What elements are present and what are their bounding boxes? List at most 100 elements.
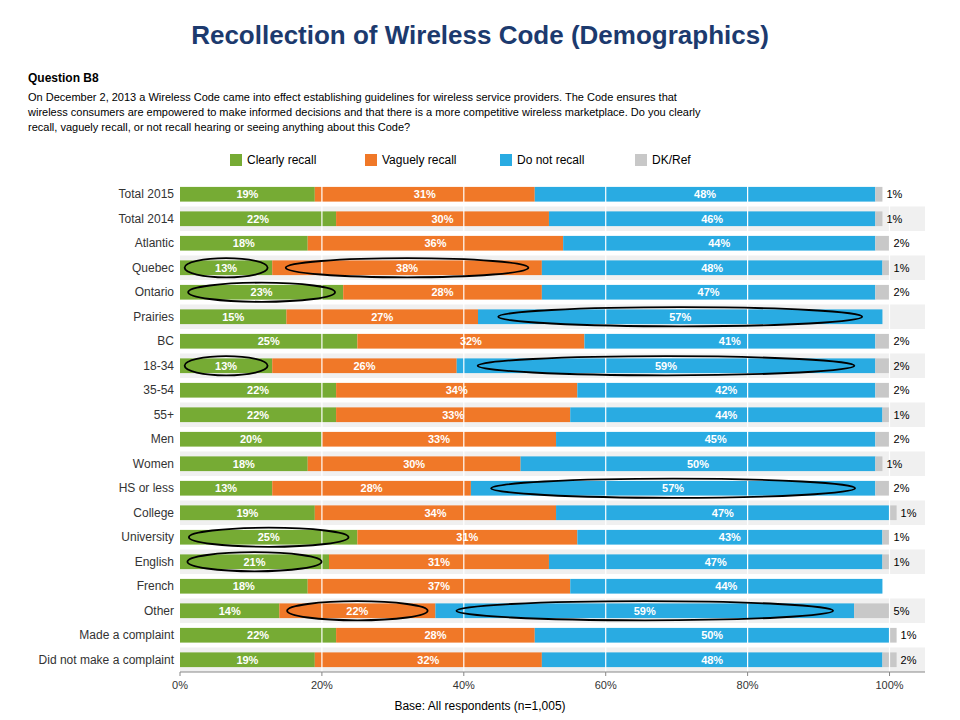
highlight-ellipse	[187, 552, 321, 571]
x-tick	[605, 672, 606, 676]
data-label: 47%	[698, 286, 720, 298]
highlight-ellipse	[189, 528, 349, 547]
data-label: 30%	[403, 458, 425, 470]
data-label: 28%	[432, 286, 454, 298]
data-label: 37%	[428, 580, 450, 592]
data-label: 1%	[886, 458, 902, 470]
legend-label: DK/Ref	[652, 153, 691, 167]
data-label: 33%	[428, 433, 450, 445]
bar-segment	[542, 652, 883, 667]
category-label: French	[137, 579, 174, 593]
highlight-ellipse	[287, 601, 427, 620]
data-label: 2%	[894, 237, 910, 249]
highlight-ellipse	[185, 258, 268, 277]
bar-segment	[180, 309, 286, 324]
bar-segment	[875, 383, 889, 398]
y-axis: Total 2015Total 2014AtlanticQuebecOntari…	[39, 187, 175, 667]
data-label: 46%	[701, 213, 723, 225]
bar-segment	[180, 211, 336, 226]
data-label: 18%	[233, 580, 255, 592]
bar-segment	[336, 628, 535, 643]
data-label: 2%	[894, 286, 910, 298]
category-label: Prairies	[133, 310, 174, 324]
data-label: 14%	[219, 605, 241, 617]
bar-segment	[308, 456, 521, 471]
bar-segment	[542, 260, 883, 275]
category-label: HS or less	[119, 481, 174, 495]
data-label: 44%	[708, 237, 730, 249]
bar-segment	[180, 187, 315, 202]
data-label: 22%	[247, 409, 269, 421]
highlight-ellipse	[478, 356, 855, 375]
category-label: Quebec	[132, 261, 174, 275]
data-label: 27%	[371, 311, 393, 323]
row-background	[180, 550, 925, 575]
question-line: On December 2, 2013 a Wireless Code came…	[28, 91, 677, 103]
category-label: 35-54	[143, 383, 174, 397]
data-label: 25%	[258, 531, 280, 543]
data-label: 18%	[233, 458, 255, 470]
data-label: 48%	[701, 654, 723, 666]
legend-label: Vaguely recall	[382, 153, 456, 167]
legend-label: Do not recall	[517, 153, 584, 167]
data-label: 28%	[424, 629, 446, 641]
grid-line	[605, 182, 606, 672]
bar-segment	[336, 407, 570, 422]
category-label: College	[133, 506, 174, 520]
legend-swatch	[500, 154, 512, 166]
bar-segment	[180, 628, 336, 643]
x-tick	[180, 672, 181, 676]
bar-segment	[180, 481, 272, 496]
data-label: 48%	[694, 188, 716, 200]
question-line: recall, vaguely recall, or not recall he…	[28, 121, 410, 133]
highlight-ellipse	[286, 258, 529, 277]
bar-segment	[882, 260, 889, 275]
bar-segment	[535, 628, 890, 643]
data-label: 19%	[236, 507, 258, 519]
bar-segment	[357, 334, 584, 349]
row-backgrounds	[180, 207, 925, 673]
bar-segment	[577, 383, 875, 398]
highlights	[185, 258, 863, 620]
data-label: 38%	[396, 262, 418, 274]
category-label: 18-34	[143, 359, 174, 373]
data-label: 1%	[886, 188, 902, 200]
highlight-ellipse	[185, 356, 268, 375]
category-label: Atlantic	[135, 236, 174, 250]
data-label: 2%	[894, 433, 910, 445]
legend: Clearly recall Vaguely recall Do not recal…	[230, 153, 691, 167]
data-label: 31%	[456, 531, 478, 543]
highlight-ellipse	[491, 479, 855, 498]
bar-segment	[570, 579, 882, 594]
bar-segment	[556, 432, 875, 447]
bar-segment	[336, 211, 549, 226]
legend-label: Clearly recall	[247, 153, 316, 167]
category-label: Men	[151, 432, 174, 446]
bar-segment	[549, 554, 882, 569]
data-label: 50%	[687, 458, 709, 470]
data-label: 2%	[894, 360, 910, 372]
category-label: Did not make a complaint	[39, 653, 175, 667]
legend-swatch	[365, 154, 377, 166]
x-tick-label: 40%	[453, 679, 475, 691]
bar-segment	[577, 530, 882, 545]
bar-segment	[875, 432, 889, 447]
category-label: Total 2015	[119, 187, 175, 201]
bar-segment	[315, 505, 556, 520]
category-label: BC	[157, 334, 174, 348]
highlight-ellipse	[498, 307, 862, 326]
bar-segment	[180, 383, 336, 398]
data-label: 1%	[901, 629, 917, 641]
data-label: 41%	[719, 335, 741, 347]
x-tick-label: 100%	[875, 679, 903, 691]
data-label: 59%	[655, 360, 677, 372]
data-label: 30%	[432, 213, 454, 225]
bars	[180, 187, 897, 667]
bar-segment	[329, 554, 549, 569]
data-label: 44%	[715, 580, 737, 592]
data-label: 31%	[428, 556, 450, 568]
highlight-ellipse	[188, 283, 335, 302]
bar-segment	[286, 309, 478, 324]
row-background	[180, 354, 925, 379]
bar-segment	[180, 652, 315, 667]
